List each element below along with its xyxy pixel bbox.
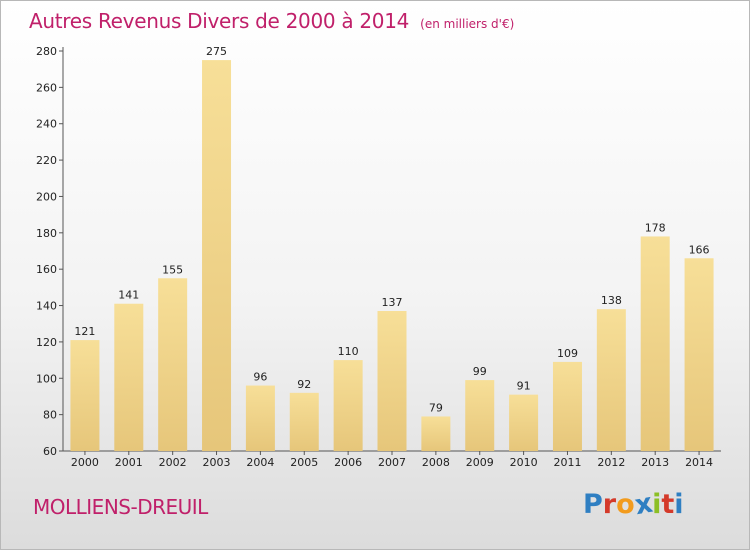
y-tick-label: 60: [43, 445, 57, 458]
bar-value-label: 110: [338, 345, 359, 358]
bar: [465, 380, 495, 451]
bar: [202, 60, 232, 451]
bar: [333, 360, 363, 451]
bar-value-label: 275: [206, 45, 227, 58]
bar-value-label: 141: [118, 289, 139, 302]
y-tick-label: 200: [36, 190, 57, 203]
x-tick-label: 2008: [422, 456, 450, 469]
bar: [114, 303, 144, 451]
bar-value-label: 137: [382, 296, 403, 309]
logo-letter: t: [661, 489, 675, 520]
logo-letter: r: [602, 489, 617, 520]
y-tick-label: 260: [36, 81, 57, 94]
bar-value-label: 96: [253, 371, 267, 384]
bar-value-label: 178: [645, 221, 666, 234]
x-tick-label: 2011: [553, 456, 581, 469]
bar-value-label: 99: [473, 365, 487, 378]
bar: [552, 361, 582, 451]
y-tick-label: 180: [36, 227, 57, 240]
bar: [421, 416, 451, 451]
y-tick-label: 220: [36, 154, 57, 167]
y-tick-label: 140: [36, 300, 57, 313]
x-tick-label: 2012: [597, 456, 625, 469]
x-tick-label: 2009: [466, 456, 494, 469]
x-tick-label: 2005: [290, 456, 318, 469]
y-tick-label: 100: [36, 372, 57, 385]
bar: [158, 278, 188, 451]
bar-value-label: 121: [74, 325, 95, 338]
chart-subtitle: (en milliers d'€): [420, 17, 515, 31]
bar: [245, 385, 275, 451]
y-tick-label: 160: [36, 263, 57, 276]
bar-value-label: 79: [429, 401, 443, 414]
x-tick-label: 2007: [378, 456, 406, 469]
bar: [70, 340, 100, 451]
x-tick-label: 2002: [159, 456, 187, 469]
x-tick-label: 2010: [510, 456, 538, 469]
bar: [640, 236, 670, 451]
logo-letter: o: [616, 489, 635, 520]
x-tick-label: 2003: [203, 456, 231, 469]
bar: [509, 394, 539, 451]
logo-letter: i: [674, 489, 684, 520]
proxiti-logo: Proxiti: [583, 488, 684, 522]
y-tick-label: 280: [36, 45, 57, 58]
bar-value-label: 166: [689, 243, 710, 256]
chart-title-block: Autres Revenus Divers de 2000 à 2014 (en…: [29, 9, 514, 33]
bar-value-label: 138: [601, 294, 622, 307]
y-tick-label: 80: [43, 409, 57, 422]
y-tick-label: 240: [36, 118, 57, 131]
bar-value-label: 155: [162, 263, 183, 276]
bar: [596, 309, 626, 451]
bar: [377, 311, 407, 451]
x-tick-label: 2006: [334, 456, 362, 469]
x-tick-label: 2000: [71, 456, 99, 469]
commune-name: MOLLIENS-DREUIL: [33, 495, 208, 519]
bar: [289, 392, 319, 451]
chart-title: Autres Revenus Divers de 2000 à 2014: [29, 9, 410, 33]
logo-letter: P: [583, 489, 603, 520]
bar-value-label: 91: [517, 380, 531, 393]
y-tick-label: 120: [36, 336, 57, 349]
x-tick-label: 2001: [115, 456, 143, 469]
x-tick-label: 2014: [685, 456, 713, 469]
x-tick-label: 2013: [641, 456, 669, 469]
bar-value-label: 109: [557, 347, 578, 360]
bar-value-label: 92: [297, 378, 311, 391]
x-tick-label: 2004: [246, 456, 274, 469]
bar: [684, 258, 714, 451]
logo-letter: i: [652, 489, 662, 520]
